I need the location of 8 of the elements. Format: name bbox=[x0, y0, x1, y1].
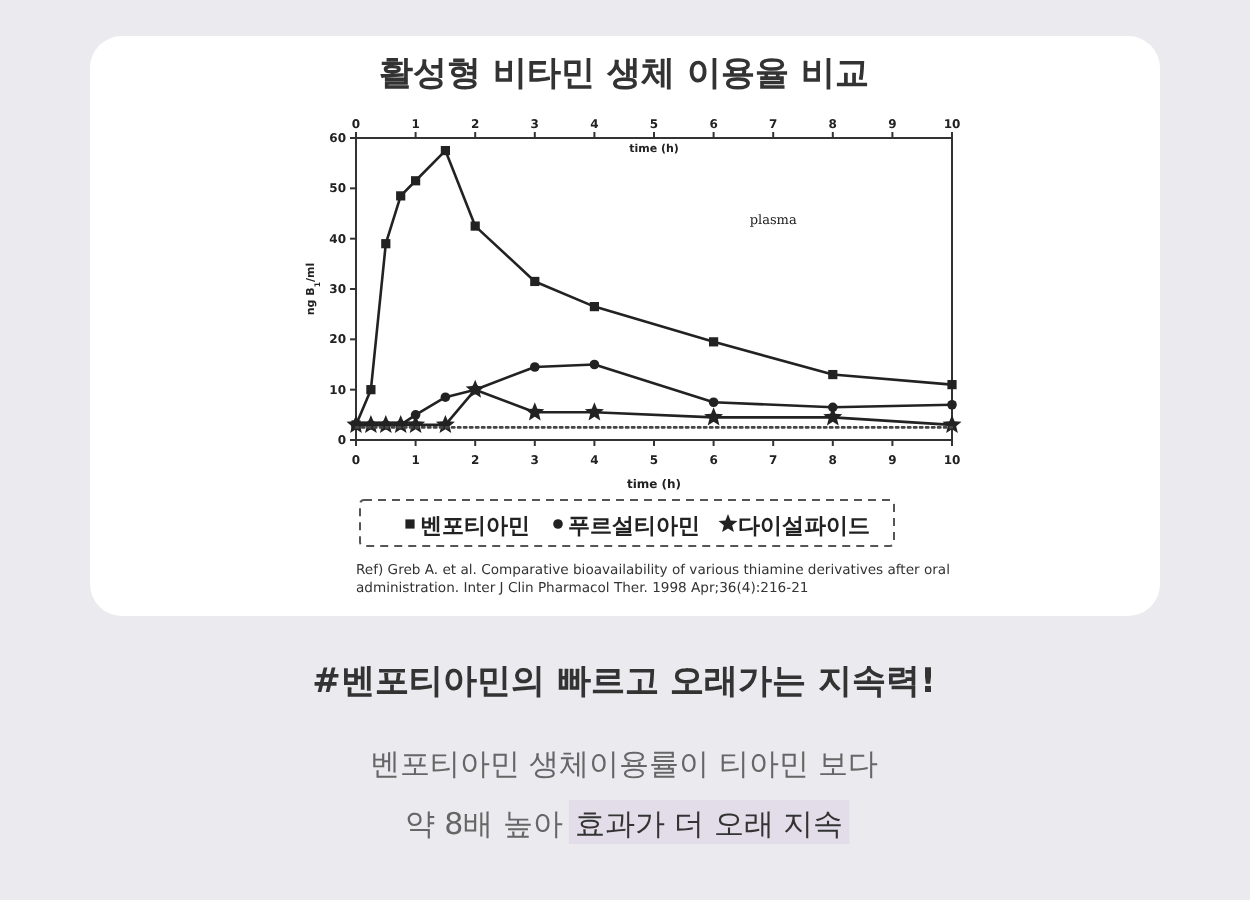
text: #벤포티아민의 빠르고 오래가는 지속력! bbox=[312, 662, 936, 702]
legend-label: 다이설파이드 bbox=[738, 513, 870, 539]
text: 효과가 더 오래 지속 bbox=[574, 806, 844, 842]
chart-title: 활성형 비타민 생체 이용율 비교 bbox=[379, 54, 869, 94]
legend-label: 벤포티아민 bbox=[420, 513, 530, 539]
text: 벤포티아민 생체이용률이 티아민 보다 bbox=[369, 746, 879, 782]
legend-label: 푸르설티아민 bbox=[568, 513, 700, 539]
text: 약 8배 높아 bbox=[404, 806, 563, 842]
